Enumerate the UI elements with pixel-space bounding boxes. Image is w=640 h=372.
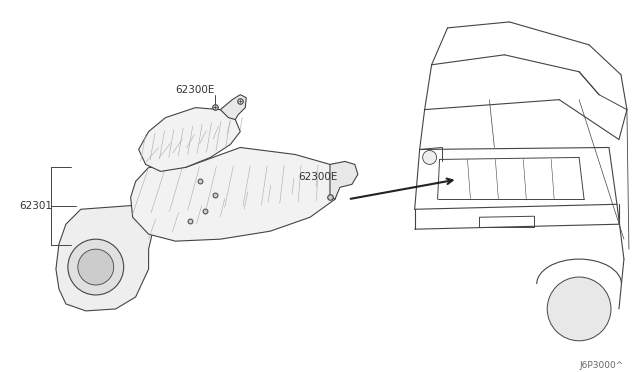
Polygon shape [330, 161, 358, 199]
Polygon shape [220, 94, 246, 119]
Text: 62301: 62301 [19, 201, 52, 211]
Text: J6P3000^: J6P3000^ [580, 361, 624, 370]
Polygon shape [56, 204, 156, 311]
Circle shape [422, 150, 436, 164]
Polygon shape [139, 108, 240, 171]
Polygon shape [131, 147, 340, 241]
Circle shape [68, 239, 124, 295]
Text: 62300E: 62300E [175, 85, 215, 95]
Circle shape [78, 249, 114, 285]
Text: 62300E: 62300E [298, 172, 337, 182]
Circle shape [547, 277, 611, 341]
